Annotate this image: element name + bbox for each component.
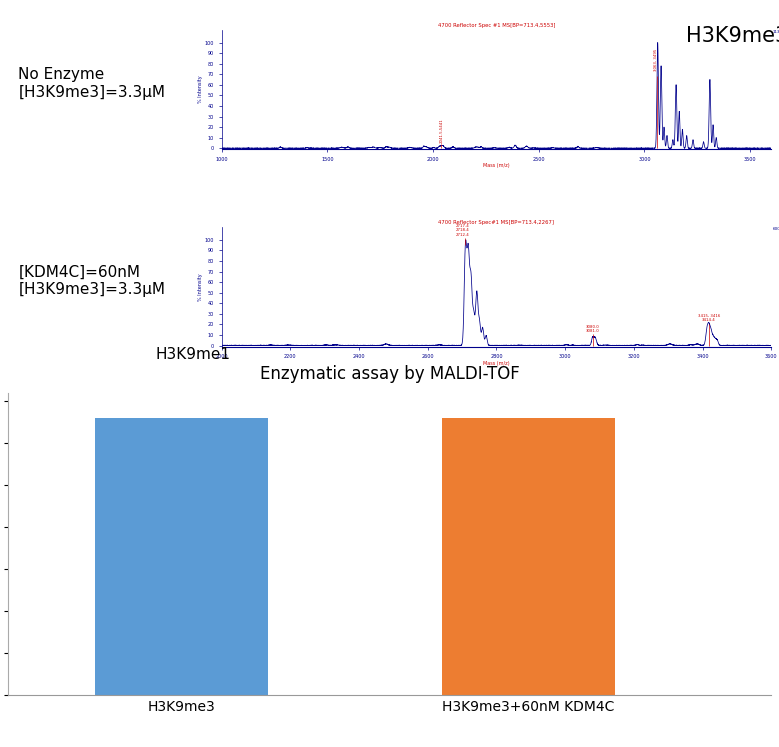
- Text: H3K9me1: H3K9me1: [156, 347, 231, 362]
- Text: 113.1: 113.1: [772, 30, 779, 34]
- Title: 4700 Reflector Spec #1 MS[BP=713.4,5553]: 4700 Reflector Spec #1 MS[BP=713.4,5553]: [438, 23, 555, 28]
- Text: 3080.0
3081.0: 3080.0 3081.0: [586, 325, 600, 333]
- Text: 2041.5,5441: 2041.5,5441: [439, 118, 443, 143]
- Text: 3415, 3416
3414.4: 3415, 3416 3414.4: [697, 314, 720, 322]
- Text: No Enzyme
[H3K9me3]=3.3μM: No Enzyme [H3K9me3]=3.3μM: [19, 67, 165, 100]
- Bar: [442, 418, 615, 695]
- Title: 4700 Reflector Spec#1 MS[BP=713.4,2267]: 4700 Reflector Spec#1 MS[BP=713.4,2267]: [439, 220, 555, 226]
- Text: 600.6: 600.6: [772, 227, 779, 231]
- X-axis label: Mass (m/z): Mass (m/z): [483, 361, 509, 366]
- Text: [KDM4C]=60nM
[H3K9me3]=3.3μM: [KDM4C]=60nM [H3K9me3]=3.3μM: [19, 264, 165, 297]
- Text: H3K9me3: H3K9me3: [686, 26, 779, 46]
- Text: 2717.4
2718.4
2712.4: 2717.4 2718.4 2712.4: [456, 224, 470, 237]
- Y-axis label: % Intensity: % Intensity: [198, 76, 203, 104]
- Legend: H3K9me3, H3K9me1: H3K9me3, H3K9me1: [298, 743, 481, 747]
- Title: Enzymatic assay by MALDI-TOF: Enzymatic assay by MALDI-TOF: [259, 365, 520, 383]
- Y-axis label: % Intensity: % Intensity: [198, 273, 203, 301]
- Bar: [94, 418, 268, 695]
- X-axis label: Mass (m/z): Mass (m/z): [483, 164, 509, 168]
- Text: 3063, 3495: 3063, 3495: [654, 49, 658, 71]
